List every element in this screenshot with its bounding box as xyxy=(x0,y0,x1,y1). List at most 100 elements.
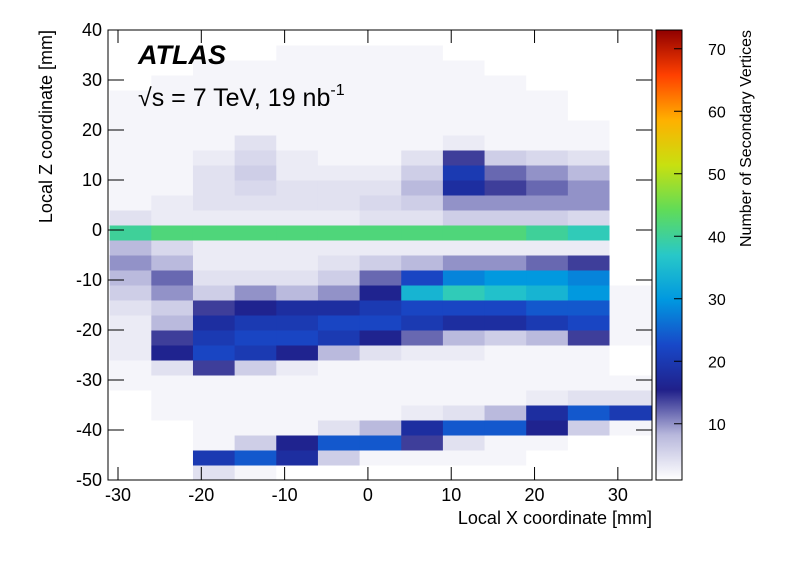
heatmap-cell xyxy=(401,285,444,301)
heatmap-cell xyxy=(317,225,361,241)
heatmap-cell xyxy=(192,90,236,106)
heatmap-cell xyxy=(109,45,152,61)
heatmap-cell xyxy=(234,45,277,61)
heatmap-cell xyxy=(192,45,236,61)
heatmap-cell xyxy=(567,165,611,181)
x-axis-title: Local X coordinate [mm] xyxy=(458,508,652,528)
heatmap-cell xyxy=(192,285,236,301)
heatmap-cell xyxy=(192,195,236,211)
heatmap-cell xyxy=(317,390,361,406)
heatmap-cell xyxy=(359,60,402,76)
heatmap-cell xyxy=(276,405,319,421)
heatmap-cell xyxy=(567,360,611,376)
heatmap-cell xyxy=(317,150,361,166)
heatmap-cell xyxy=(151,30,194,46)
heatmap-cell xyxy=(109,270,152,286)
heatmap-cell xyxy=(567,375,611,391)
heatmap-cell xyxy=(484,75,527,91)
heatmap-cell xyxy=(109,120,152,136)
heatmap-cell xyxy=(401,390,444,406)
heatmap-cell xyxy=(234,210,277,226)
heatmap-cell xyxy=(317,180,361,196)
heatmap-cell xyxy=(609,120,652,136)
heatmap-cell xyxy=(151,255,194,271)
heatmap-cell xyxy=(401,90,444,106)
heatmap-cell xyxy=(442,315,486,331)
heatmap-cell xyxy=(151,105,194,121)
heatmap-cell xyxy=(109,330,152,346)
y-tick-label: 30 xyxy=(82,70,102,90)
x-tick-label: 30 xyxy=(608,485,628,505)
heatmap-cell xyxy=(317,90,361,106)
heatmap-cell xyxy=(484,180,527,196)
heatmap-cell xyxy=(526,165,569,181)
y-tick-label: 10 xyxy=(82,170,102,190)
heatmap-cell xyxy=(526,120,569,136)
heatmap-cell xyxy=(109,135,152,151)
heatmap-cell xyxy=(359,405,402,421)
heatmap-cell xyxy=(442,105,486,121)
heatmap-cell xyxy=(192,240,236,256)
heatmap-cell xyxy=(609,150,652,166)
heatmap-cell xyxy=(442,300,486,316)
heatmap-cell xyxy=(442,120,486,136)
heatmap-cell xyxy=(609,165,652,181)
heatmap-cell xyxy=(276,315,319,331)
heatmap-cell xyxy=(234,240,277,256)
heatmap-cell xyxy=(234,360,277,376)
heatmap-cell xyxy=(442,75,486,91)
heatmap-cell xyxy=(234,345,277,361)
heatmap-cell xyxy=(609,195,652,211)
heatmap-cell xyxy=(526,150,569,166)
heatmap-cell xyxy=(442,240,486,256)
heatmap-cell xyxy=(442,405,486,421)
heatmap-cell xyxy=(192,105,236,121)
heatmap-cell xyxy=(276,165,319,181)
heatmap-cell xyxy=(442,435,486,451)
heatmap-cell xyxy=(609,30,652,46)
heatmap-cell xyxy=(317,165,361,181)
heatmap-cell xyxy=(151,195,194,211)
heatmap-cell xyxy=(401,120,444,136)
heatmap-cell xyxy=(526,240,569,256)
heatmap-cell xyxy=(567,150,611,166)
heatmap-cell xyxy=(276,180,319,196)
heatmap-cell xyxy=(192,150,236,166)
heatmap-cell xyxy=(401,150,444,166)
heatmap-cell xyxy=(151,390,194,406)
heatmap-cell xyxy=(234,315,277,331)
heatmap-cell xyxy=(484,300,527,316)
heatmap-cell xyxy=(276,390,319,406)
heatmap-cell xyxy=(484,270,527,286)
heatmap-cell xyxy=(442,30,486,46)
x-tick-label: 0 xyxy=(363,485,373,505)
heatmap-cell xyxy=(317,345,361,361)
heatmap-cell xyxy=(151,240,194,256)
heatmap-cell xyxy=(276,375,319,391)
heatmap-cell xyxy=(484,90,527,106)
heatmap-cell xyxy=(442,210,486,226)
heatmap-cell xyxy=(526,360,569,376)
heatmap-cell xyxy=(109,390,152,406)
heatmap-cell xyxy=(484,330,527,346)
heatmap-cell xyxy=(401,315,444,331)
heatmap-cell xyxy=(151,225,194,241)
heatmap-cell xyxy=(192,30,236,46)
heatmap-cell xyxy=(567,210,611,226)
heatmap-cell xyxy=(234,330,277,346)
heatmap-cell xyxy=(359,195,402,211)
heatmap-cell xyxy=(526,375,569,391)
heatmap-cell xyxy=(526,435,569,451)
heatmap-cell xyxy=(484,465,527,480)
heatmap-cell xyxy=(192,390,236,406)
heatmap-cell xyxy=(567,120,611,136)
heatmap-cell xyxy=(526,300,569,316)
heatmap-cell xyxy=(401,60,444,76)
heatmap-cell xyxy=(526,180,569,196)
heatmap-cell xyxy=(276,450,319,466)
heatmap-cell xyxy=(276,300,319,316)
heatmap-cell xyxy=(526,90,569,106)
heatmap-cell xyxy=(484,150,527,166)
heatmap-cell xyxy=(359,285,402,301)
heatmap-cell xyxy=(276,60,319,76)
